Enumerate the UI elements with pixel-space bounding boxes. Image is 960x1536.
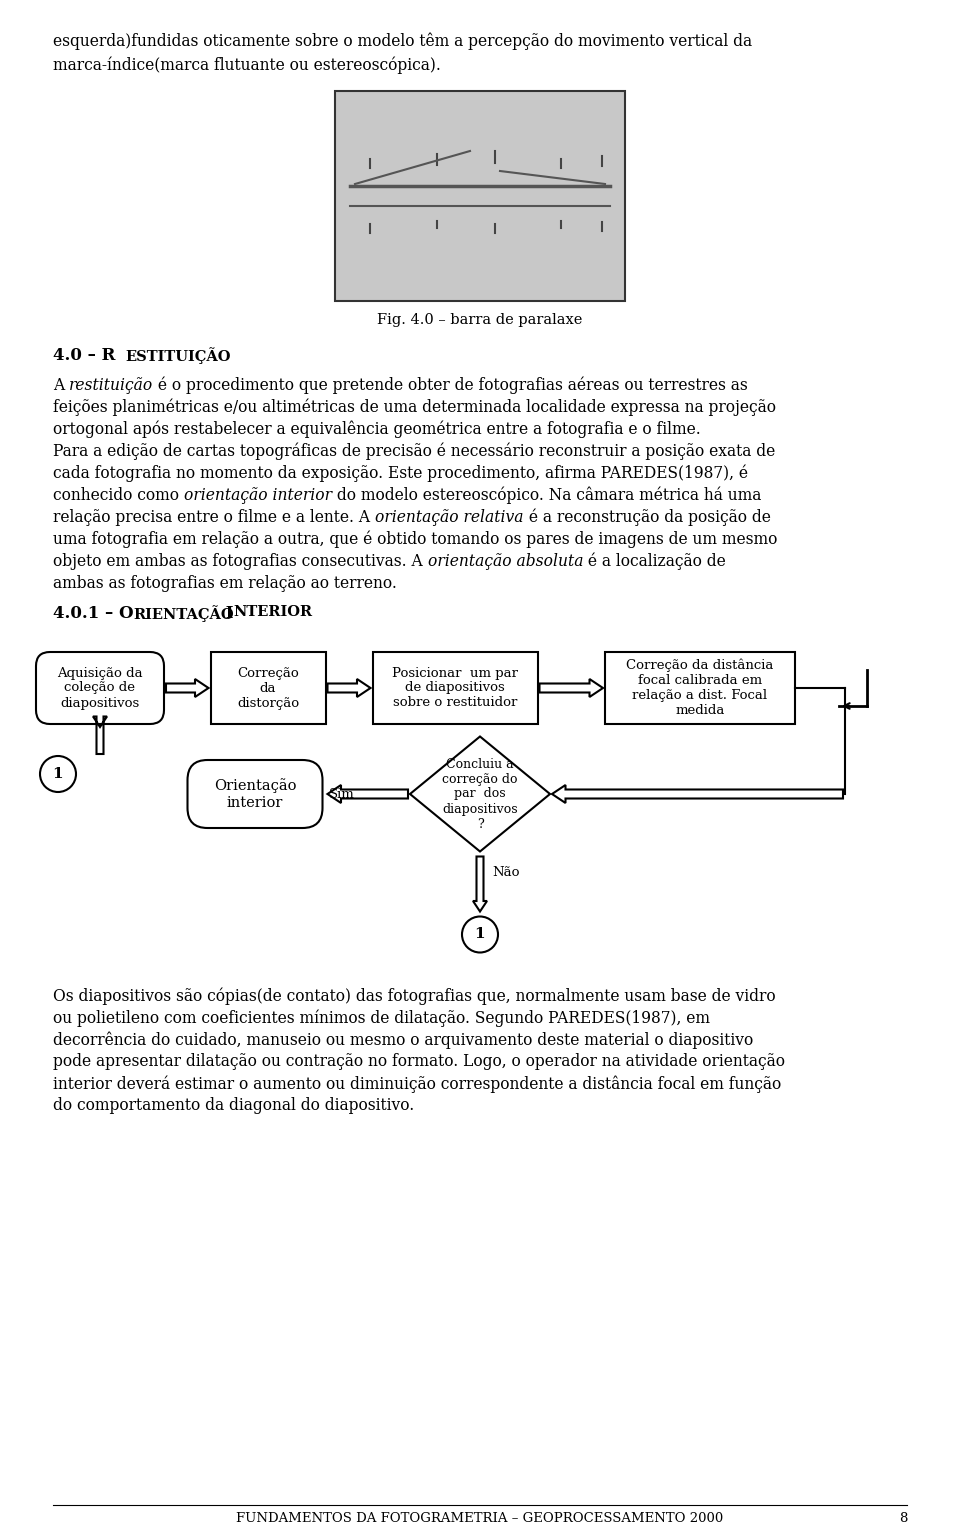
FancyBboxPatch shape: [36, 651, 164, 723]
Polygon shape: [410, 736, 550, 851]
Text: do comportamento da diagonal do diapositivo.: do comportamento da diagonal do diaposit…: [53, 1098, 415, 1115]
Polygon shape: [540, 679, 603, 697]
Text: conhecido como: conhecido como: [53, 487, 184, 504]
Text: Não: Não: [492, 866, 519, 880]
Text: feições planimétricas e/ou altimétricas de uma determinada localidade expressa n: feições planimétricas e/ou altimétricas …: [53, 399, 776, 416]
Text: 1: 1: [474, 928, 486, 942]
Text: Orientação
interior: Orientação interior: [214, 779, 297, 809]
Text: Aquisição da
coleção de
diapositivos: Aquisição da coleção de diapositivos: [58, 667, 143, 710]
Text: Fig. 4.0 – barra de paralaxe: Fig. 4.0 – barra de paralaxe: [377, 313, 583, 327]
FancyBboxPatch shape: [187, 760, 323, 828]
Circle shape: [462, 917, 498, 952]
Text: cada fotografia no momento da exposição. Este procedimento, afirma PAREDES(1987): cada fotografia no momento da exposição.…: [53, 465, 748, 482]
Text: 4.0.1 – O: 4.0.1 – O: [53, 605, 133, 622]
Text: RIENTAÇÃO: RIENTAÇÃO: [133, 605, 233, 622]
Bar: [335, 91, 625, 301]
Polygon shape: [327, 785, 408, 803]
Polygon shape: [166, 679, 208, 697]
Bar: [210, 651, 325, 723]
Text: Sim: Sim: [328, 788, 354, 800]
Bar: [605, 651, 795, 723]
Text: Para a edição de cartas topográficas de precisão é necessário reconstruir a posi: Para a edição de cartas topográficas de …: [53, 442, 776, 461]
Text: A: A: [53, 376, 69, 395]
Text: FUNDAMENTOS DA FOTOGRAMETRIA – GEOPROCESSAMENTO 2000: FUNDAMENTOS DA FOTOGRAMETRIA – GEOPROCES…: [236, 1511, 724, 1525]
Text: é a localização de: é a localização de: [583, 553, 726, 570]
Text: Concluiu a
correção do
par  dos
diapositivos
?: Concluiu a correção do par dos diapositi…: [443, 757, 517, 831]
Text: Correção
da
distorção: Correção da distorção: [237, 667, 300, 710]
Text: I: I: [220, 605, 233, 622]
Text: Os diapositivos são cópias(de contato) das fotografias que, normalmente usam bas: Os diapositivos são cópias(de contato) d…: [53, 988, 776, 1005]
Text: 4.0 – R: 4.0 – R: [53, 347, 115, 364]
Text: Posicionar  um par
de diapositivos
sobre o restituidor: Posicionar um par de diapositivos sobre …: [392, 667, 518, 710]
Text: esquerda)fundidas oticamente sobre o modelo têm a percepção do movimento vertica: esquerda)fundidas oticamente sobre o mod…: [53, 32, 752, 49]
Polygon shape: [473, 857, 487, 911]
Text: interior deverá estimar o aumento ou diminuição correspondente a distância focal: interior deverá estimar o aumento ou dim…: [53, 1075, 781, 1094]
Text: 8: 8: [899, 1511, 907, 1525]
Text: NTERIOR: NTERIOR: [233, 605, 312, 619]
Text: objeto em ambas as fotografias consecutivas. A: objeto em ambas as fotografias consecuti…: [53, 553, 427, 570]
Text: decorrência do cuidado, manuseio ou mesmo o arquivamento deste material o diapos: decorrência do cuidado, manuseio ou mesm…: [53, 1032, 754, 1049]
Text: restituição: restituição: [69, 376, 154, 395]
Text: ambas as fotografias em relação ao terreno.: ambas as fotografias em relação ao terre…: [53, 574, 396, 591]
Bar: [372, 651, 538, 723]
Text: pode apresentar dilatação ou contração no formato. Logo, o operador na atividade: pode apresentar dilatação ou contração n…: [53, 1054, 785, 1071]
Polygon shape: [93, 716, 107, 754]
Text: Correção da distância
focal calibrada em
relação a dist. Focal
medida: Correção da distância focal calibrada em…: [626, 659, 774, 717]
Text: ou polietileno com coeficientes mínimos de dilatação. Segundo PAREDES(1987), em: ou polietileno com coeficientes mínimos …: [53, 1009, 710, 1028]
Text: orientação relativa: orientação relativa: [375, 508, 523, 525]
Text: relação precisa entre o filme e a lente. A: relação precisa entre o filme e a lente.…: [53, 508, 375, 525]
Text: marca-índice(marca flutuante ou estereоscópica).: marca-índice(marca flutuante ou estereоs…: [53, 55, 441, 74]
Text: é a reconstrução da posição de: é a reconstrução da posição de: [523, 508, 770, 527]
Polygon shape: [552, 785, 843, 803]
Text: uma fotografia em relação a outra, que é obtido tomando os pares de imagens de u: uma fotografia em relação a outra, que é…: [53, 531, 778, 548]
Text: ortogonal após restabelecer a equivalência geométrica entre a fotografia e o fil: ortogonal após restabelecer a equivalênc…: [53, 421, 701, 438]
Text: 1: 1: [53, 766, 63, 780]
Text: ESTITUIÇÃO: ESTITUIÇÃO: [125, 347, 230, 364]
Text: do modelo estereoscópico. Na câmara métrica há uma: do modelo estereoscópico. Na câmara métr…: [332, 487, 761, 504]
Text: é o procedimento que pretende obter de fotografias aéreas ou terrestres as: é o procedimento que pretende obter de f…: [154, 376, 748, 395]
Text: orientação absoluta: orientação absoluta: [427, 553, 583, 570]
Circle shape: [40, 756, 76, 793]
Text: orientação interior: orientação interior: [184, 487, 332, 504]
Polygon shape: [327, 679, 371, 697]
